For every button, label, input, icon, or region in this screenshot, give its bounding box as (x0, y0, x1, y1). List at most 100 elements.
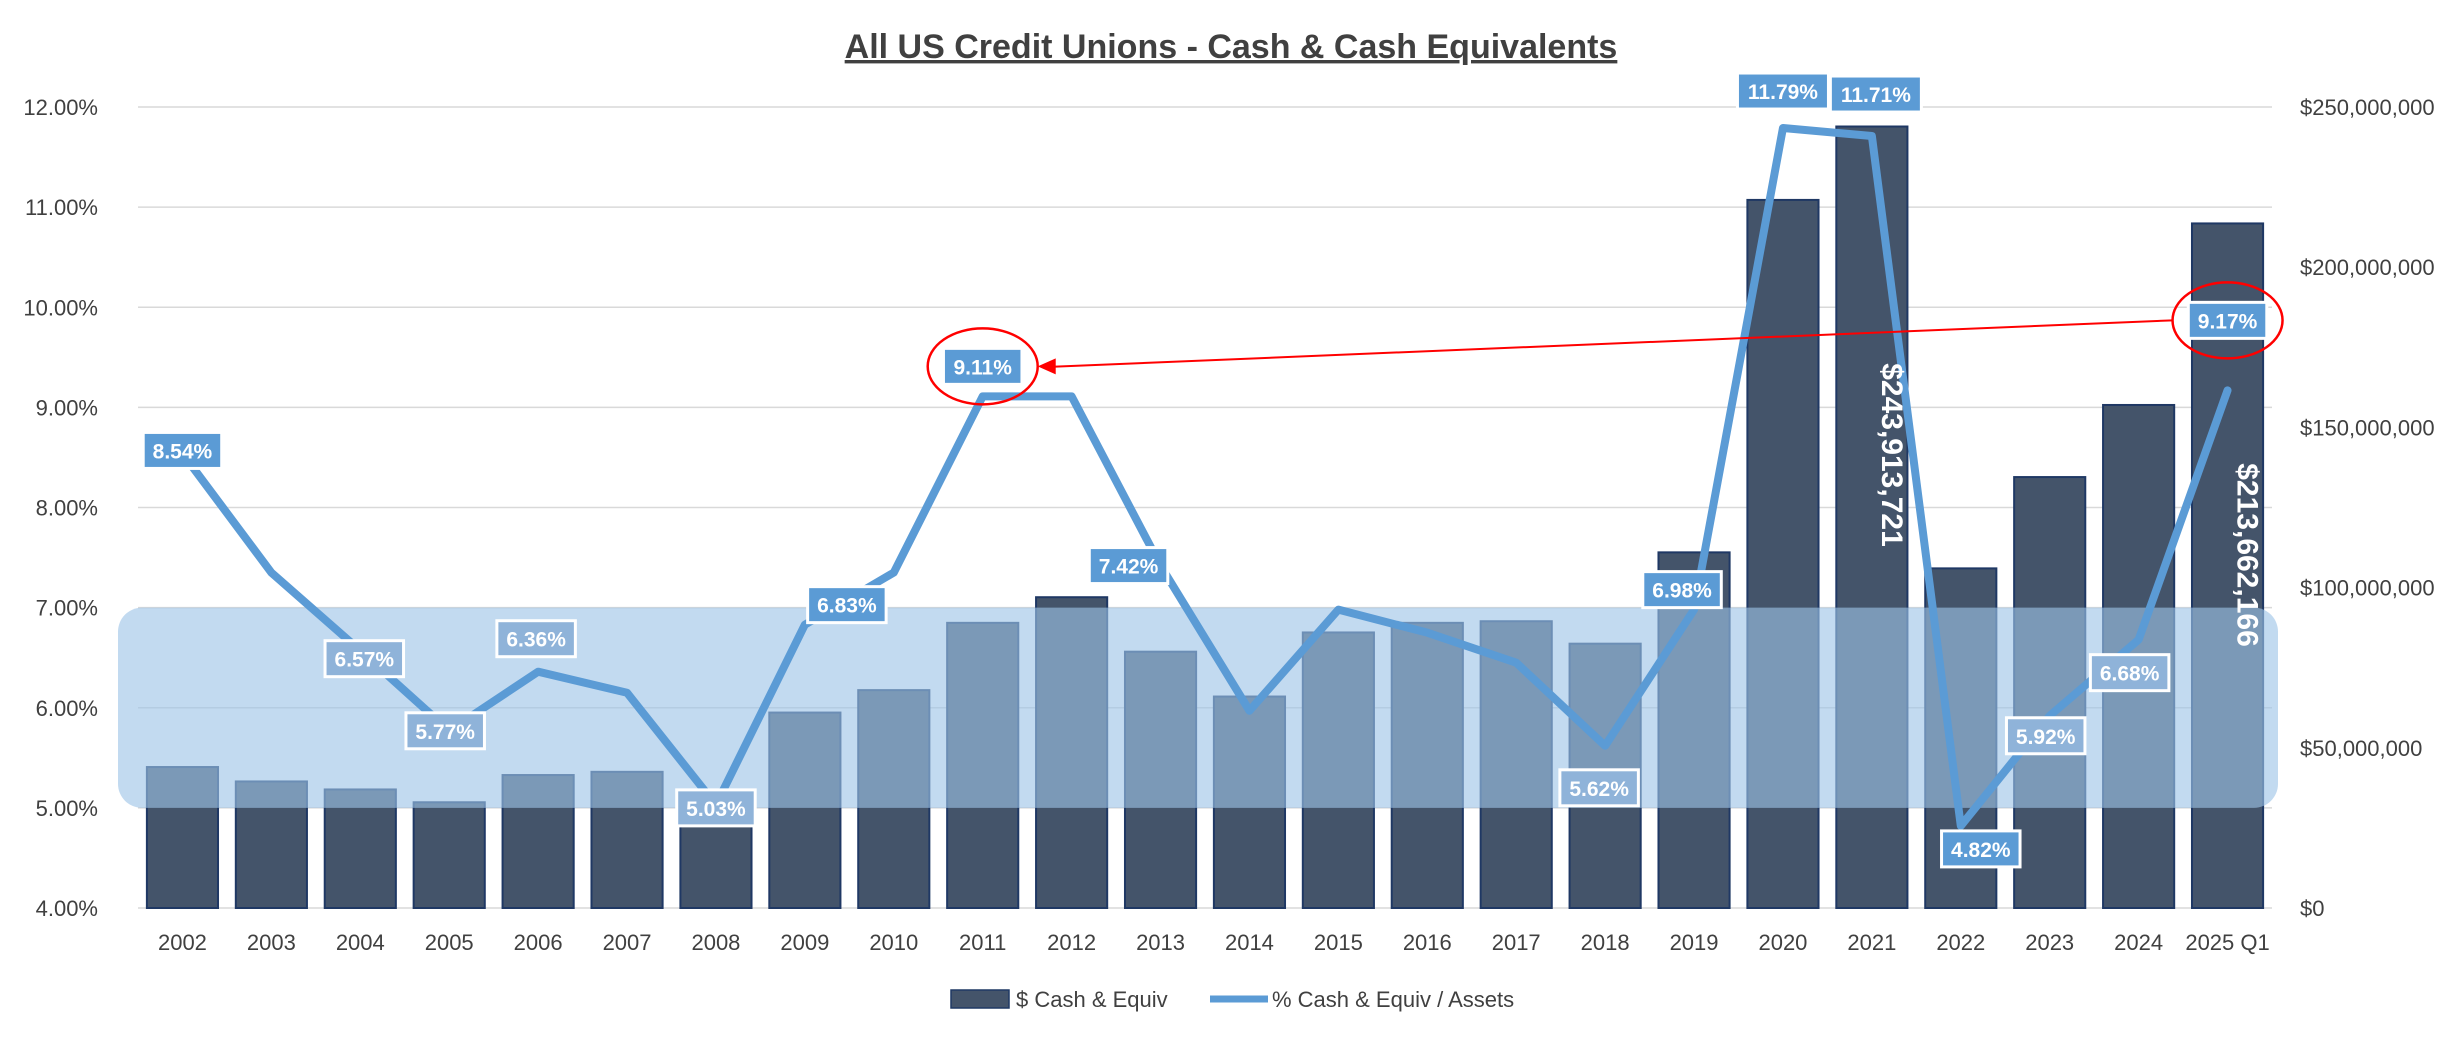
point-label: 6.98% (1641, 570, 1723, 610)
point-label: 6.36% (495, 619, 577, 659)
point-label-box (1558, 768, 1640, 808)
x-tick-label: 2007 (603, 930, 652, 955)
highlight-band-rect (118, 607, 2278, 808)
bar-value-label: $213,662,166 (2231, 463, 2264, 647)
right-tick-label: $250,000,000 (2300, 95, 2435, 120)
x-tick-label: 2016 (1403, 930, 1452, 955)
point-label: 6.68% (2088, 653, 2171, 693)
x-tick-label: 2024 (2114, 930, 2163, 955)
line-series (178, 124, 2232, 830)
x-tick-label: 2003 (247, 930, 296, 955)
point-label-box (2186, 300, 2269, 340)
x-tick-label: 2013 (1136, 930, 1185, 955)
point-label-text: 5.92% (2016, 726, 2076, 749)
right-tick-label: $50,000,000 (2300, 736, 2422, 761)
left-tick-label: 4.00% (36, 896, 98, 921)
bar-value-labels: $243,913,721 $213,662,166 (1875, 363, 2264, 647)
point-label-text: 6.57% (335, 649, 395, 672)
point-label-text: 6.36% (506, 629, 566, 652)
x-tick-label: 2018 (1581, 930, 1630, 955)
point-label-box (323, 639, 406, 679)
right-axis-tick-labels: $0 $50,000,000 $100,000,000 $150,000,000 $20… (2300, 95, 2435, 921)
point-label-text: 5.77% (415, 721, 475, 744)
annotation-arrow (926, 281, 2284, 406)
point-label-box (675, 788, 757, 828)
legend: $ Cash & Equiv % Cash & Equiv / Assets (950, 987, 1514, 1012)
x-tick-label: 2005 (425, 930, 474, 955)
point-label-box (806, 585, 888, 625)
point-label-text: 5.03% (686, 798, 746, 821)
x-tick-label: 2014 (1225, 930, 1274, 955)
left-tick-label: 9.00% (36, 395, 98, 420)
x-tick-label: 2025 Q1 (2185, 930, 2269, 955)
x-tick-label: 2009 (780, 930, 829, 955)
point-label: 5.77% (404, 711, 486, 751)
point-label: 5.92% (2004, 716, 2087, 756)
legend-bar-text: $ Cash & Equiv (1016, 987, 1168, 1012)
x-axis-tick-labels: 2002 2003 2004 2005 2006 2007 2008 2009 2010 2011… (158, 930, 2270, 955)
x-tick-label: 2022 (1936, 930, 1985, 955)
point-label-text: 8.54% (153, 440, 213, 463)
point-label-box (1641, 570, 1723, 610)
point-label: 9.11% (941, 346, 1024, 386)
bar (412, 801, 486, 910)
x-tick-label: 2017 (1492, 930, 1541, 955)
point-label-text: 9.11% (954, 356, 1013, 379)
point-label-box (404, 711, 486, 751)
x-tick-label: 2020 (1758, 930, 1807, 955)
x-tick-label: 2008 (691, 930, 740, 955)
point-label-text: 11.71% (1841, 84, 1911, 107)
point-label: 5.03% (675, 788, 757, 828)
point-label: 4.82% (1940, 829, 2022, 869)
left-axis-tick-labels: 4.00% 5.00% 6.00% 7.00% 8.00% 9.00% 10.00% 11.0… (23, 95, 98, 921)
left-tick-label: 12.00% (23, 95, 98, 120)
point-label: 9.17% (2186, 300, 2269, 340)
left-tick-label: 5.00% (36, 796, 98, 821)
right-tick-label: $200,000,000 (2300, 255, 2435, 280)
x-tick-label: 2004 (336, 930, 385, 955)
x-tick-label: 2006 (514, 930, 563, 955)
line-point-labels: 8.54% 6.57% 5.77% 6.36% 5.03% 6.83% 9.11% 7.42%… (141, 71, 2269, 869)
point-label: 6.57% (323, 639, 406, 679)
point-label-box (2004, 716, 2087, 756)
right-tick-label: $100,000,000 (2300, 576, 2435, 601)
point-label: 11.71% (1828, 74, 1923, 114)
point-label-box (1940, 829, 2022, 869)
x-tick-label: 2019 (1670, 930, 1719, 955)
point-label: 5.62% (1558, 768, 1640, 808)
x-tick-label: 2011 (959, 930, 1006, 955)
x-tick-label: 2015 (1314, 930, 1363, 955)
left-tick-label: 10.00% (23, 295, 98, 320)
annotation-arrowhead (1037, 358, 1056, 375)
annotation-line (1049, 319, 2173, 368)
left-tick-label: 7.00% (36, 596, 98, 621)
point-label-text: 9.17% (2198, 310, 2258, 333)
point-label-box (1735, 71, 1830, 111)
point-label-box (141, 430, 224, 470)
x-tick-label: 2012 (1047, 930, 1096, 955)
legend-line-text: % Cash & Equiv / Assets (1272, 987, 1514, 1012)
bar-value-label: $243,913,721 (1875, 363, 1908, 547)
right-tick-label: $0 (2300, 896, 2324, 921)
left-tick-label: 11.00% (25, 195, 98, 220)
point-label: 7.42% (1087, 546, 1170, 586)
point-label-text: 4.82% (1951, 839, 2011, 862)
highlight-band (118, 607, 2278, 808)
chart-title: All US Credit Unions - Cash & Cash Equiv… (845, 28, 1618, 66)
point-label-text: 6.68% (2100, 663, 2160, 686)
point-label: 6.83% (806, 585, 888, 625)
x-tick-label: 2021 (1847, 930, 1896, 955)
point-label-text: 7.42% (1099, 556, 1159, 579)
point-label-box (1828, 74, 1923, 114)
point-label-text: 11.79% (1748, 81, 1818, 104)
legend-bar-swatch (950, 989, 1010, 1009)
point-label-box (495, 619, 577, 659)
left-tick-label: 6.00% (36, 696, 98, 721)
point-label-box (2088, 653, 2171, 693)
x-tick-label: 2023 (2025, 930, 2074, 955)
point-label-text: 5.62% (1569, 778, 1629, 801)
x-tick-label: 2010 (869, 930, 918, 955)
right-tick-label: $150,000,000 (2300, 415, 2435, 440)
x-tick-label: 2002 (158, 930, 207, 955)
